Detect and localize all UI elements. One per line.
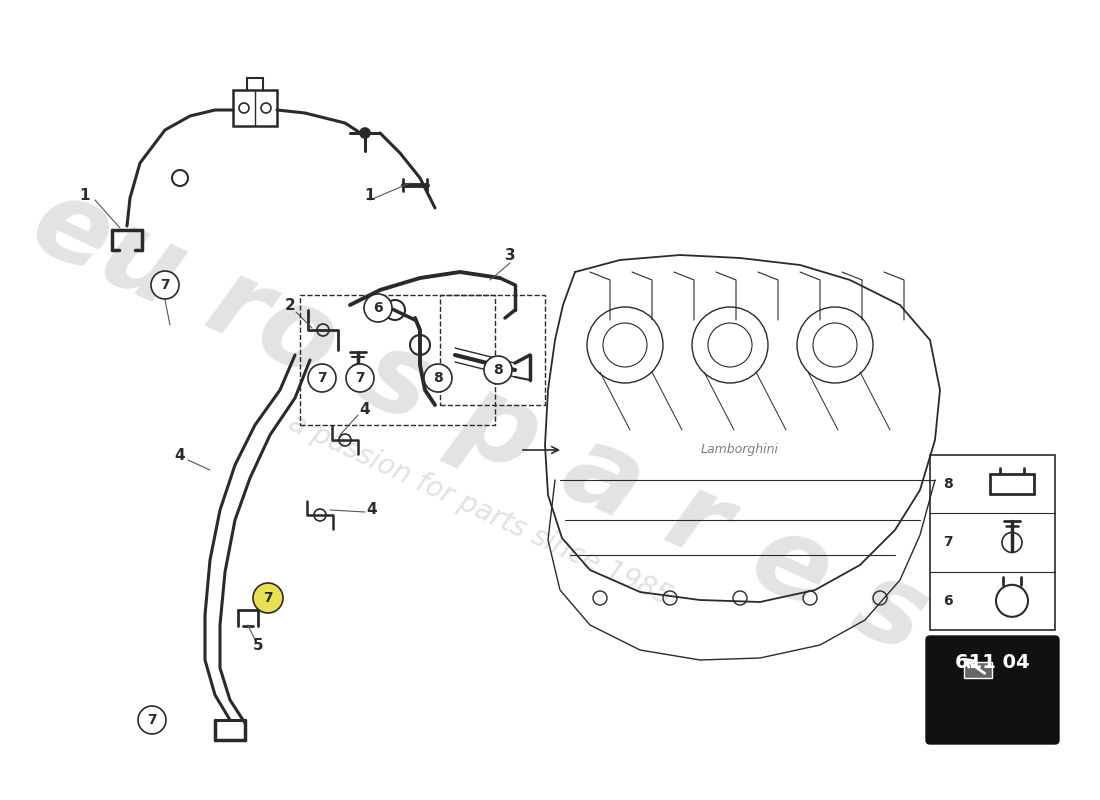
Text: 3: 3 — [505, 247, 515, 262]
Text: 4: 4 — [366, 502, 377, 518]
Text: 2: 2 — [285, 298, 296, 313]
Bar — [233, 90, 277, 126]
Polygon shape — [964, 662, 992, 678]
Text: 7: 7 — [161, 278, 169, 292]
Text: 8: 8 — [433, 371, 443, 385]
Text: 7: 7 — [317, 371, 327, 385]
Text: 4: 4 — [360, 402, 371, 418]
Text: 1: 1 — [79, 187, 90, 202]
Text: 7: 7 — [943, 535, 953, 550]
Text: 8: 8 — [943, 477, 953, 491]
Circle shape — [364, 294, 392, 322]
Bar — [930, 455, 1055, 630]
Circle shape — [424, 364, 452, 392]
Circle shape — [253, 583, 283, 613]
Text: 6: 6 — [943, 594, 953, 608]
Circle shape — [308, 364, 336, 392]
Circle shape — [360, 128, 370, 138]
Circle shape — [138, 706, 166, 734]
Text: 7: 7 — [355, 371, 365, 385]
Text: 6: 6 — [373, 301, 383, 315]
Text: 1: 1 — [365, 187, 375, 202]
Text: 5: 5 — [253, 638, 263, 653]
Bar — [440, 295, 544, 405]
Text: 4: 4 — [175, 447, 185, 462]
Text: a passion for parts since 1985: a passion for parts since 1985 — [284, 409, 676, 611]
Circle shape — [346, 364, 374, 392]
Text: 611 04: 611 04 — [955, 653, 1030, 671]
Text: 7: 7 — [263, 591, 273, 605]
Bar — [300, 295, 495, 425]
Text: Lamborghini: Lamborghini — [701, 443, 779, 457]
Circle shape — [484, 356, 512, 384]
Text: 7: 7 — [147, 713, 157, 727]
FancyBboxPatch shape — [926, 636, 1059, 744]
Text: eu ro s p a r e s: eu ro s p a r e s — [16, 166, 944, 674]
Circle shape — [151, 271, 179, 299]
Text: 8: 8 — [493, 363, 503, 377]
